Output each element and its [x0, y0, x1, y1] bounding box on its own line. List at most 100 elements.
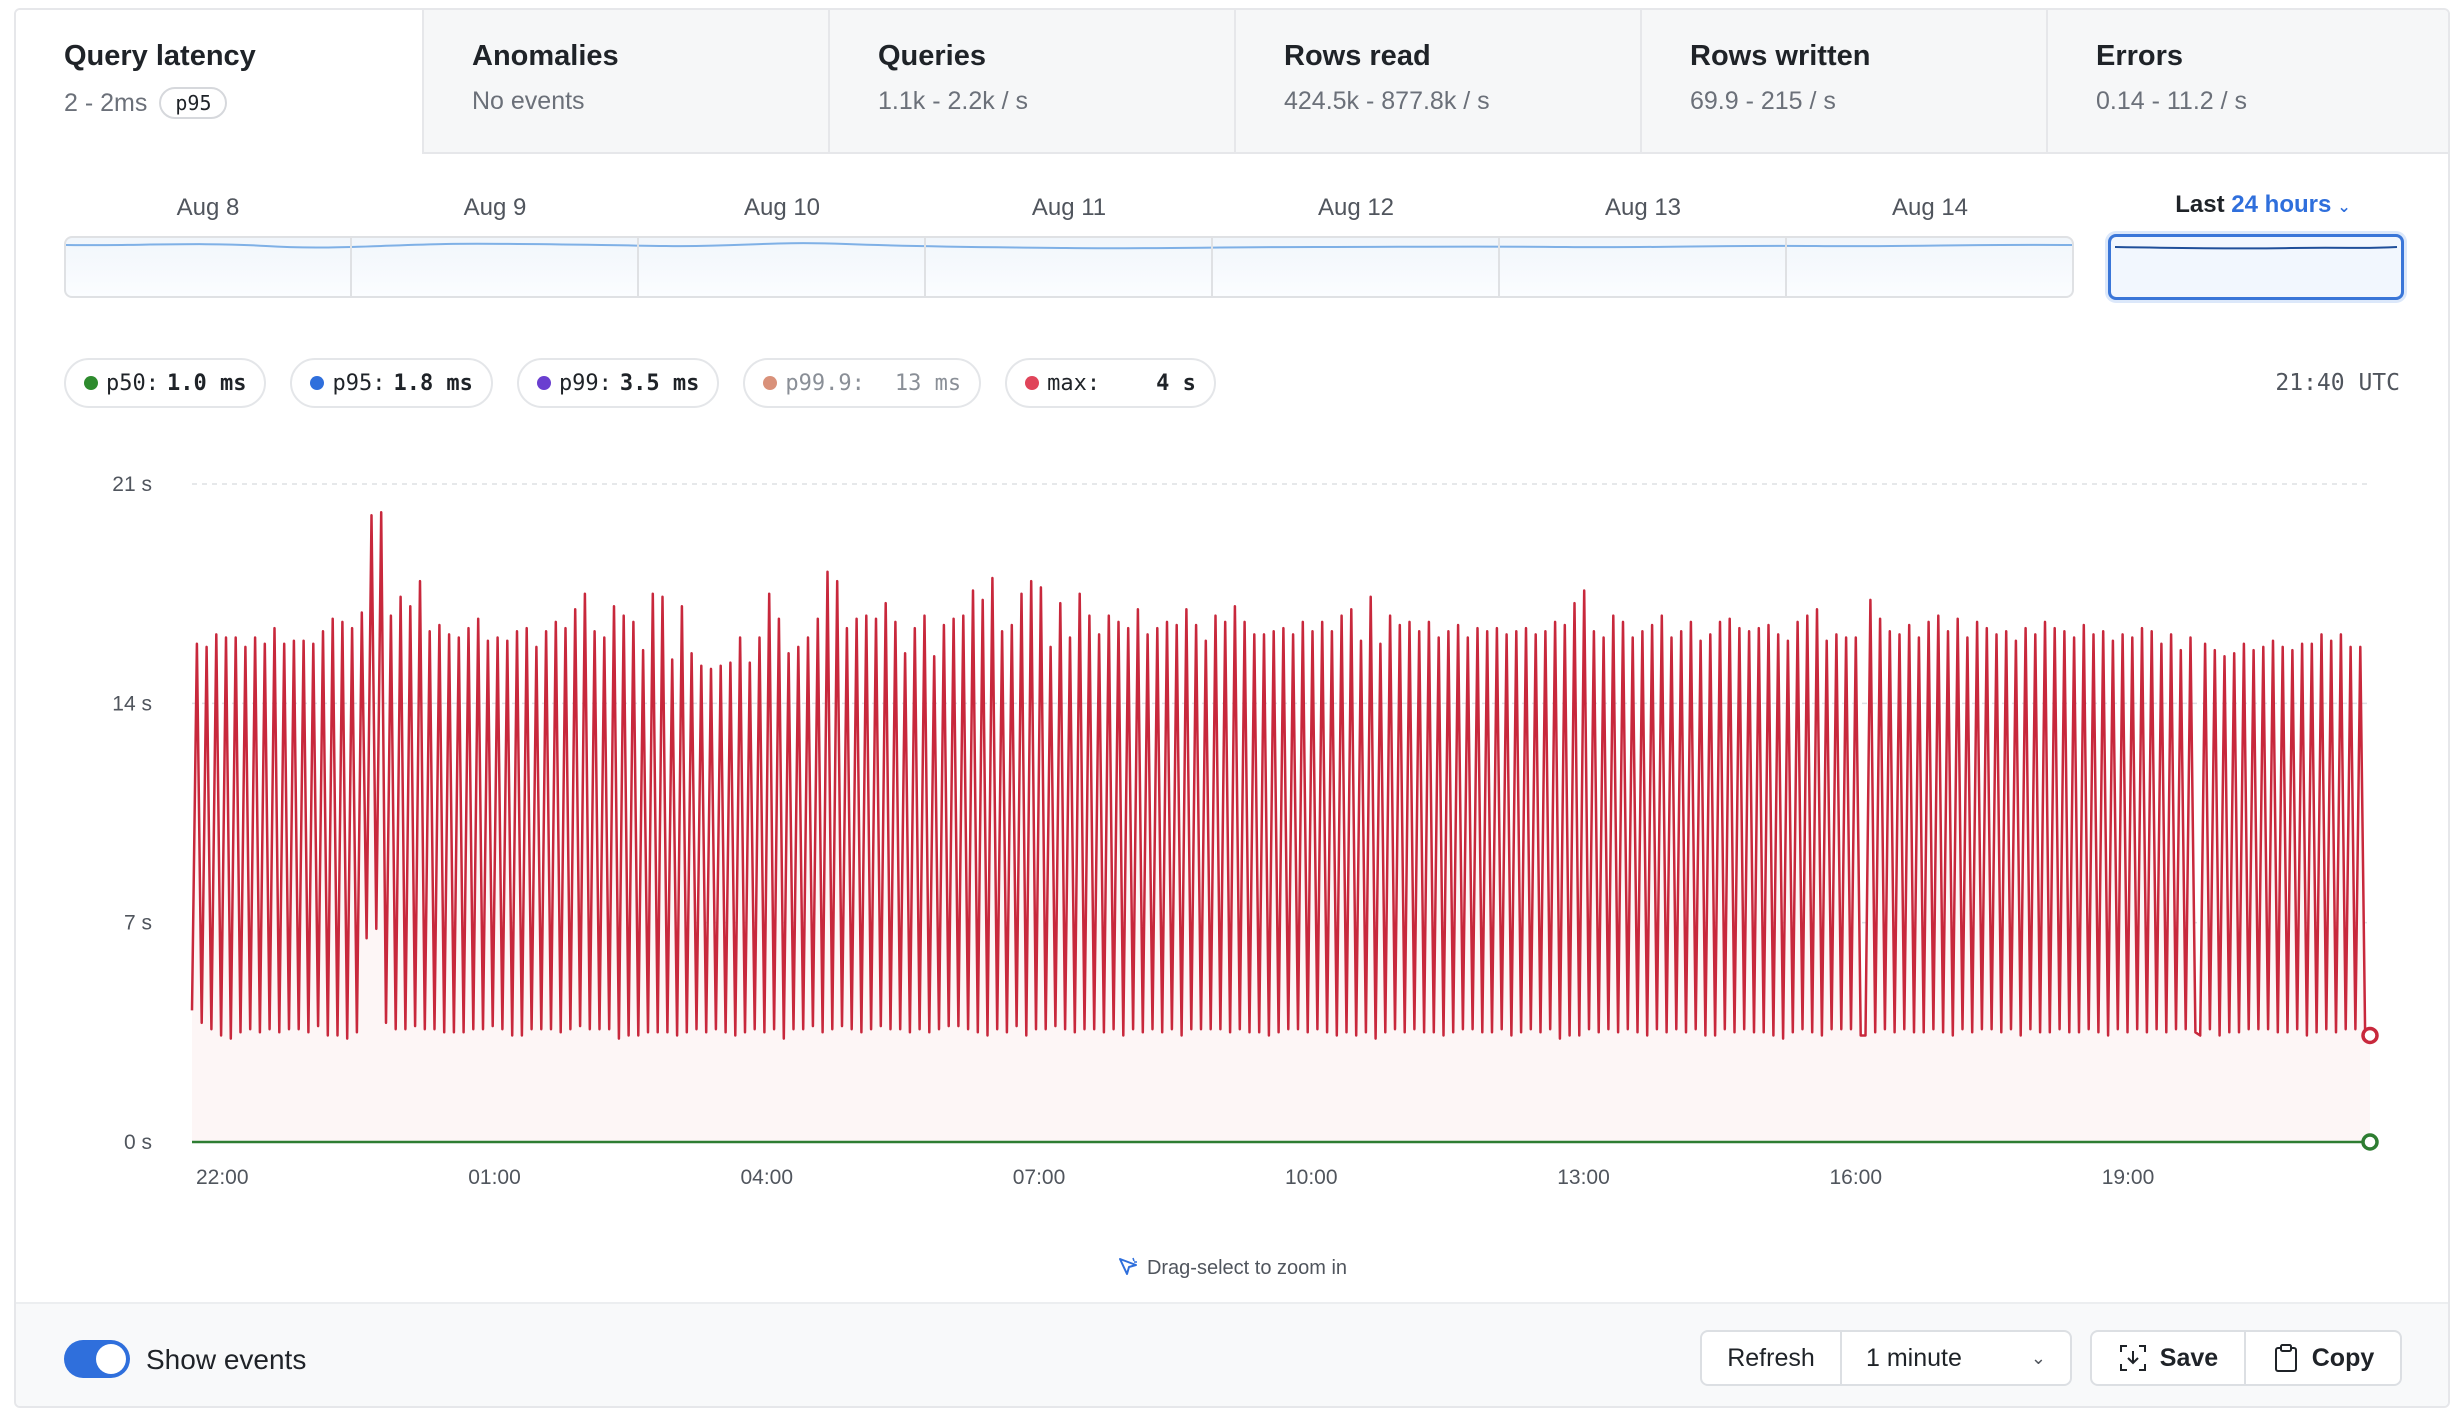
interval-value: 1 minute — [1866, 1343, 1962, 1372]
clipboard-icon — [2274, 1344, 2297, 1372]
day-label: Aug 8 — [176, 194, 240, 221]
overview-sparkline — [66, 242, 2072, 250]
toggle-knob — [96, 1344, 126, 1374]
legend-label: p99: — [558, 370, 612, 396]
day-label: Aug 9 — [463, 194, 527, 221]
y-tick-label: 14 s — [112, 692, 152, 715]
zoom-hint-text: Drag-select to zoom in — [1146, 1257, 1348, 1279]
tab-summary: No events — [472, 87, 585, 115]
legend-chip-p99[interactable]: p99: 3.5 ms — [516, 358, 720, 408]
tab-title: Rows read — [1284, 40, 1431, 72]
refresh-controls: Refresh 1 minute ⌄ — [1700, 1330, 2072, 1386]
y-tick-label: 7 s — [124, 912, 152, 935]
legend-label: max: — [1047, 370, 1101, 396]
x-tick-label: 16:00 — [1829, 1166, 1882, 1189]
day-label: Aug 12 — [1317, 194, 1395, 221]
day-divider — [637, 238, 639, 296]
time-range-dropdown[interactable]: Last 24 hours ⌄ — [2138, 191, 2388, 219]
series-color-dot — [84, 376, 98, 390]
day-label: Aug 10 — [743, 194, 821, 221]
tab-summary: 424.5k - 877.8k / s — [1284, 87, 1490, 115]
tab-summary: 1.1k - 2.2k / s — [878, 87, 1029, 115]
refresh-button[interactable]: Refresh — [1727, 1343, 1815, 1372]
tab-errors[interactable]: Errors 0.14 - 11.2 / s — [2046, 10, 2448, 154]
chart-footer: Show events Refresh 1 minute ⌄ Save — [16, 1302, 2448, 1406]
x-tick-label: 04:00 — [740, 1166, 793, 1189]
zoom-hint: Drag-select to zoom in — [16, 1256, 2448, 1280]
day-divider — [924, 238, 926, 296]
legend-chip-p50[interactable]: p50: 1.0 ms — [64, 358, 267, 408]
x-tick-label: 19:00 — [2102, 1166, 2155, 1189]
day-divider — [350, 238, 352, 296]
legend-label: p95: — [332, 370, 386, 396]
show-events-toggle[interactable] — [64, 1340, 130, 1378]
legend-label: p50: — [106, 370, 159, 396]
range-value: 24 hours — [2231, 191, 2332, 218]
legend-chip-p95[interactable]: p95: 1.8 ms — [290, 358, 493, 408]
tab-query-latency[interactable]: Query latency 2 - 2ms p95 — [16, 10, 422, 154]
x-tick-label: 10:00 — [1285, 1166, 1338, 1189]
refresh-interval-select[interactable]: 1 minute ⌄ — [1840, 1332, 2070, 1384]
tab-title: Anomalies — [472, 40, 619, 72]
latency-panel: Query latency 2 - 2ms p95 Anomalies No e… — [14, 8, 2450, 1408]
tab-anomalies[interactable]: Anomalies No events — [422, 10, 828, 154]
max-series-line — [190, 510, 2371, 1040]
legend-value: 3.5 ms — [619, 370, 700, 396]
tab-summary-row: 2 - 2ms p95 — [64, 87, 422, 119]
tab-rows-written[interactable]: Rows written 69.9 - 215 / s — [1640, 10, 2046, 154]
x-tick-label: 22:00 — [196, 1166, 249, 1189]
day-divider — [1498, 238, 1500, 296]
save-label: Save — [2159, 1343, 2219, 1372]
tab-summary: 0.14 - 11.2 / s — [2096, 87, 2248, 115]
day-divider — [1785, 238, 1787, 296]
percentile-legend: p50: 1.0 ms p95: 1.8 ms p99: 3.5 ms p99.… — [64, 358, 1216, 408]
latency-chart[interactable]: 0 s 7 s 14 s 21 s 22:00 01:00 04:00 07:00 10:00 1… — [16, 450, 2448, 1240]
copy-label: Copy — [2311, 1343, 2375, 1372]
y-tick-label: 0 s — [124, 1131, 152, 1154]
percentile-badge[interactable]: p95 — [159, 87, 228, 119]
cursor-time-readout: 21:40 UTC — [2275, 370, 2400, 396]
legend-chip-max[interactable]: max: 4 s — [1005, 358, 1216, 408]
day-divider — [1211, 238, 1213, 296]
x-tick-label: 13:00 — [1557, 1166, 1610, 1189]
x-tick-label: 01:00 — [468, 1166, 521, 1189]
legend-chip-p99-9[interactable]: p99.9: 13 ms — [743, 358, 982, 408]
max-last-point — [2361, 1026, 2379, 1045]
range-sparkline — [2114, 246, 2398, 250]
metric-tabs: Query latency 2 - 2ms p95 Anomalies No e… — [16, 10, 2448, 154]
tab-rows-read[interactable]: Rows read 424.5k - 877.8k / s — [1234, 10, 1640, 154]
series-color-dot — [763, 376, 778, 390]
day-label: Aug 11 — [1031, 194, 1107, 221]
legend-value: 4 s — [1156, 370, 1196, 396]
legend-value: 1.8 ms — [393, 370, 473, 396]
selected-range-sparkline[interactable] — [2108, 234, 2404, 300]
tab-title: Query latency — [64, 40, 256, 72]
chevron-down-icon: ⌄ — [2030, 1347, 2046, 1368]
series-color-dot — [536, 376, 551, 390]
show-events-label: Show events — [146, 1344, 307, 1375]
day-label: Aug 14 — [1891, 194, 1969, 221]
range-prefix: Last — [2175, 191, 2225, 218]
x-tick-label: 07:00 — [1013, 1166, 1066, 1189]
day-label: Aug 13 — [1604, 194, 1682, 221]
copy-button[interactable]: Copy — [2244, 1332, 2400, 1384]
p50-last-point — [2361, 1133, 2379, 1151]
save-image-icon — [2119, 1345, 2146, 1371]
legend-value: 13 ms — [894, 370, 962, 396]
tab-summary: 69.9 - 215 / s — [1690, 87, 1836, 115]
tab-queries[interactable]: Queries 1.1k - 2.2k / s — [828, 10, 1234, 154]
tab-summary: 2 - 2ms — [64, 88, 148, 117]
tab-title: Queries — [878, 40, 986, 72]
cursor-select-icon — [1118, 1257, 1137, 1275]
legend-value: 1.0 ms — [166, 370, 247, 396]
series-color-dot — [1025, 376, 1040, 390]
y-tick-label: 21 s — [112, 473, 152, 496]
tab-title: Errors — [2096, 40, 2184, 72]
chevron-down-icon: ⌄ — [2337, 199, 2351, 216]
series-color-dot — [310, 376, 325, 390]
legend-label: p99.9: — [785, 370, 865, 396]
save-button[interactable]: Save — [2092, 1332, 2244, 1384]
overview-sparkline-strip[interactable] — [64, 236, 2074, 298]
tab-title: Rows written — [1690, 40, 1871, 72]
export-controls: Save Copy — [2090, 1330, 2402, 1386]
